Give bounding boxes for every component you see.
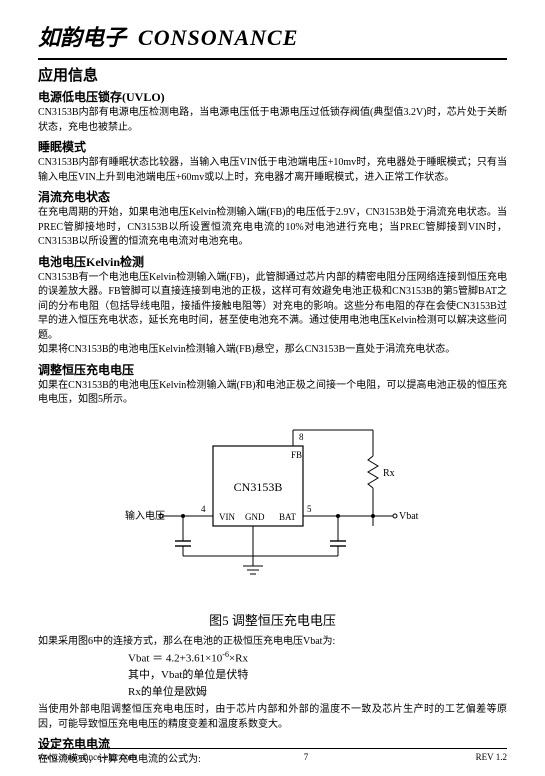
rx-label: Rx (383, 468, 395, 479)
page-header: 如韵电子 CONSONANCE (38, 20, 507, 52)
sec-uvlo-heading: 电源低电压锁存(UVLO) (38, 88, 507, 105)
pin-bat-num: 5 (307, 504, 312, 514)
brand-cn: 如韵电子 (38, 20, 126, 52)
formula-note1: 其中，Vbat的单位是伏特 (128, 667, 507, 684)
post-figure-intro: 如果采用图6中的连接方式，那么在电池的正极恒压充电电压Vbat为: (38, 635, 507, 650)
circuit-diagram: CN3153B FB 8 Rx VIN 4 输入电压 GND BAT 5 Vba… (123, 416, 423, 606)
pin-vin: VIN (219, 512, 235, 522)
resistor-rx (368, 456, 378, 488)
brand-en: CONSONANCE (138, 25, 298, 51)
pin-fb: FB (291, 450, 302, 460)
sec-kelvin-text2: 如果将CN3153B的电池电压Kelvin检测输入端(FB)悬空，那么CN315… (38, 343, 507, 358)
sec-kelvin-text: CN3153B有一个电池电压Kelvin检测输入端(FB)，此管脚通过芯片内部的… (38, 271, 507, 344)
pin-fb-num: 8 (299, 432, 304, 442)
post-figure-warn: 当使用外部电阻调整恒压充电电压时，由于芯片内部和外部的温度不一致及芯片生产时的工… (38, 703, 507, 732)
formula-note2: Rx的单位是欧姆 (128, 684, 507, 701)
sec-adjust-heading: 调整恒压充电电压 (38, 361, 507, 378)
chip-label: CN3153B (233, 480, 282, 494)
sec-sleep-heading: 睡眠模式 (38, 138, 507, 155)
page-footer: www.consonance-elec.com 7 REV 1.2 (38, 748, 507, 762)
footer-url: www.consonance-elec.com (38, 752, 136, 762)
sec-kelvin-heading: 电池电压Kelvin检测 (38, 253, 507, 270)
sec-trickle-text: 在充电周期的开始，如果电池电压Kelvin检测输入端(FB)的电压低于2.9V，… (38, 206, 507, 250)
vbat-label: Vbat (399, 511, 419, 522)
sec-adjust-text: 如果在CN3153B的电池电压Kelvin检测输入端(FB)和电池正极之间接一个… (38, 379, 507, 408)
sec-uvlo-text: CN3153B内部有电源电压检测电路，当电源电压低于电源电压过低锁存阀值(典型值… (38, 106, 507, 135)
figure-caption: 图5 调整恒压充电电压 (38, 610, 507, 629)
header-rule (38, 58, 507, 60)
figure-5: CN3153B FB 8 Rx VIN 4 输入电压 GND BAT 5 Vba… (38, 416, 507, 606)
pin-vin-num: 4 (201, 504, 206, 514)
formula-vbat: Vbat ＝ 4.2+3.61×10-6×Rx (128, 649, 507, 667)
sec-trickle-heading: 涓流充电状态 (38, 188, 507, 205)
node-cap (336, 514, 340, 518)
vbat-terminal (393, 514, 397, 518)
footer-rev: REV 1.2 (476, 752, 507, 762)
footer-page: 7 (304, 752, 309, 762)
footer-rule (38, 748, 507, 749)
node-incap (181, 514, 185, 518)
page-title: 应用信息 (38, 64, 507, 85)
sec-sleep-text: CN3153B内部有睡眠状态比较器，当输入电压VIN低于电池端电压+10mv时，… (38, 156, 507, 185)
pin-bat: BAT (279, 512, 297, 522)
pin-gnd: GND (245, 512, 265, 522)
